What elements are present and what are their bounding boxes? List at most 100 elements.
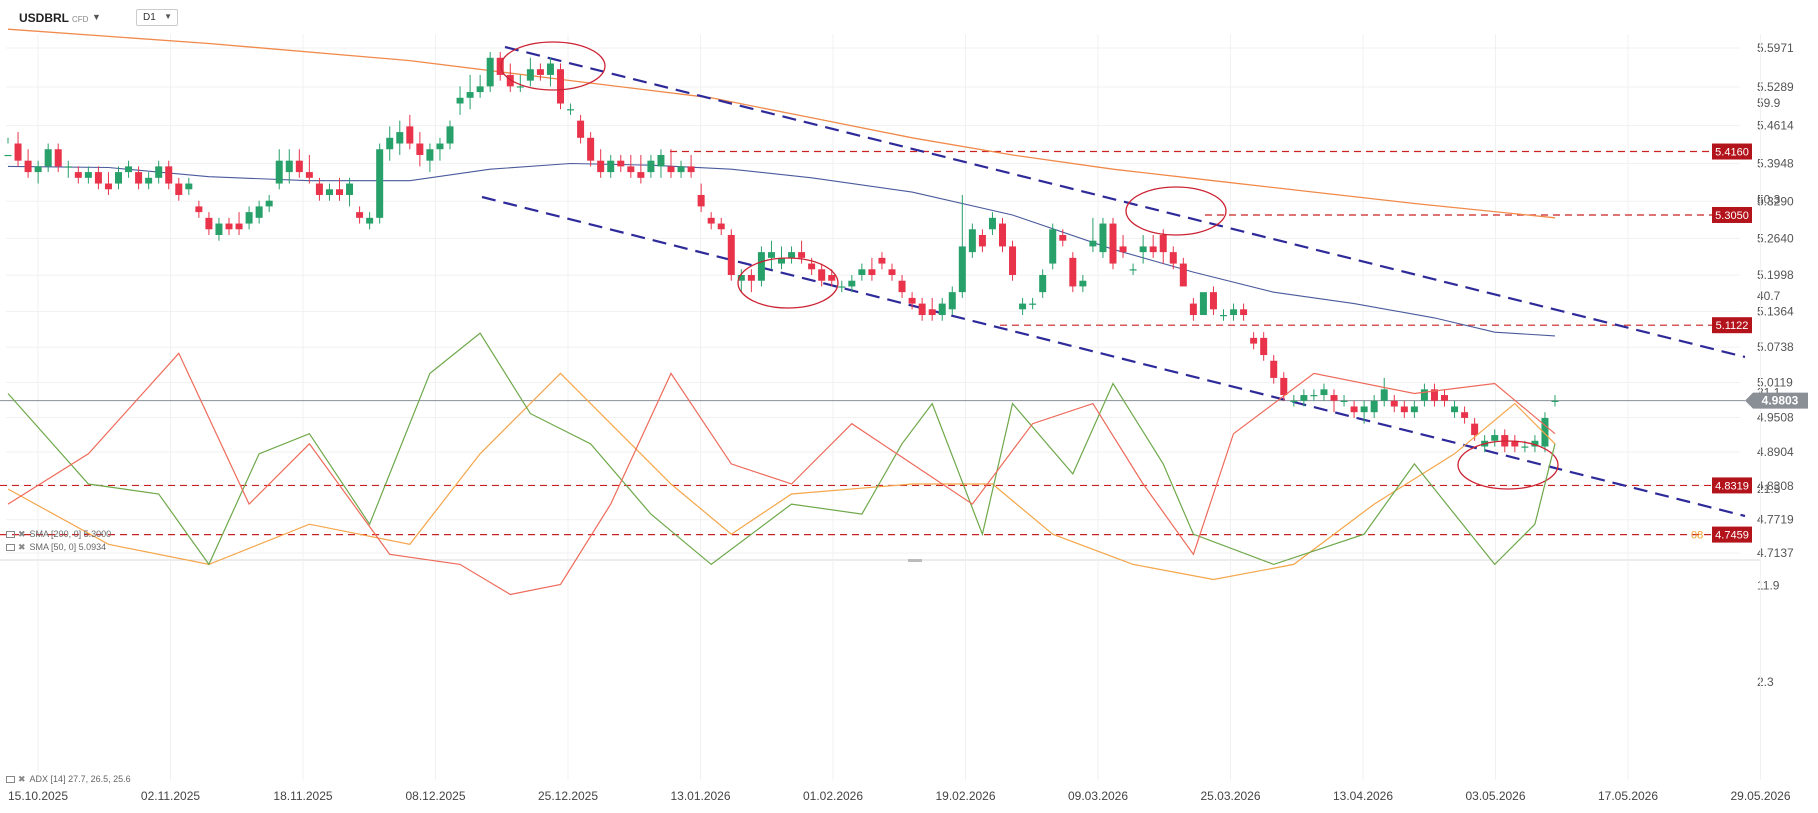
settings-icon[interactable] <box>6 531 15 539</box>
candle <box>798 252 806 258</box>
candle <box>557 69 564 104</box>
candle <box>54 149 62 167</box>
candle <box>1270 360 1278 378</box>
candle <box>1179 263 1187 287</box>
candle <box>74 172 82 178</box>
candle <box>4 154 12 157</box>
candle <box>697 194 705 207</box>
candle <box>1199 292 1207 316</box>
candle <box>1370 400 1378 413</box>
candle <box>24 160 32 173</box>
candle <box>456 97 464 104</box>
candle <box>747 275 755 281</box>
candle <box>195 206 203 213</box>
current-price-label: 4.9803 <box>1762 394 1799 408</box>
candle <box>1280 377 1288 396</box>
candle <box>888 269 896 276</box>
price-tick-label: 5.0119 <box>1757 376 1793 390</box>
annotation-circle <box>1125 186 1227 236</box>
date-tick-label: 25.03.2026 <box>1200 789 1260 803</box>
candle <box>1159 234 1167 253</box>
candle <box>597 160 605 173</box>
settings-icon[interactable] <box>6 776 15 784</box>
candle <box>426 149 434 161</box>
candle <box>637 172 645 178</box>
candle <box>978 234 986 247</box>
candle <box>727 234 735 276</box>
close-icon[interactable]: ✖ <box>18 542 26 552</box>
candle <box>396 132 404 144</box>
date-tick-label: 03.05.2026 <box>1465 789 1525 803</box>
candle <box>235 223 243 230</box>
adx-legend-text: ADX [14] 27.7, 26.5, 25.6 <box>29 774 131 784</box>
candle <box>215 223 223 235</box>
adx-line <box>7 372 1556 581</box>
date-tick-label: 09.03.2026 <box>1068 789 1128 803</box>
candle <box>145 177 153 184</box>
candle <box>356 212 364 218</box>
settings-icon[interactable] <box>6 544 15 552</box>
candle <box>1310 395 1318 397</box>
candle <box>295 160 303 173</box>
price-tick-label: 5.4614 <box>1757 119 1794 133</box>
candle <box>1049 229 1057 264</box>
candle <box>546 63 554 75</box>
candle <box>1511 440 1519 447</box>
timeframe-select[interactable]: D1 ▼ <box>136 9 178 26</box>
candle <box>265 200 273 207</box>
level-tag-label: 4.8319 <box>1715 480 1749 492</box>
adx-legend: ✖ ADX [14] 27.7, 26.5, 25.6 <box>6 774 131 785</box>
candle <box>1250 337 1258 344</box>
candle <box>496 57 504 75</box>
candle <box>788 252 796 258</box>
sma200-legend-text: SMA [200, 0] 5.3000 <box>29 529 112 539</box>
candle <box>818 269 826 281</box>
candle <box>687 166 695 173</box>
price-tick-label: 4.8904 <box>1757 445 1794 459</box>
candle <box>1039 275 1047 293</box>
candle <box>376 149 384 218</box>
candle <box>155 166 163 178</box>
candle <box>466 92 474 98</box>
di-plus-line <box>7 332 1556 566</box>
candle <box>446 126 454 144</box>
indicator-tick-label: 40.7 <box>1757 289 1781 303</box>
candle <box>1079 280 1087 287</box>
level-tag-label: 5.4160 <box>1715 147 1749 159</box>
sma50-legend: ✖ SMA [50, 0] 5.0934 <box>6 542 106 553</box>
candle <box>999 223 1006 247</box>
candle <box>657 154 665 167</box>
pane-resize-handle[interactable] <box>908 559 922 562</box>
price-tick-label: 4.7719 <box>1757 513 1794 527</box>
candle <box>315 183 323 195</box>
candle <box>828 275 836 281</box>
candle <box>858 269 866 276</box>
symbol-dropdown-icon[interactable]: ▼ <box>92 12 101 22</box>
candle <box>1059 234 1067 241</box>
indicator-tick-label: 11.9 <box>1757 579 1780 593</box>
candle <box>647 160 655 173</box>
candle <box>968 229 976 253</box>
level-tag <box>1712 206 1752 223</box>
symbol-selector[interactable]: USDBRL CFD <box>19 11 88 25</box>
candle <box>1290 400 1298 402</box>
candle <box>275 160 283 184</box>
candle <box>1119 246 1127 253</box>
candle <box>1129 269 1137 271</box>
candle <box>516 86 524 88</box>
level-tag <box>1712 143 1752 160</box>
candle <box>1380 389 1388 401</box>
close-icon[interactable]: ✖ <box>18 529 26 539</box>
price-tick-label: 5.1998 <box>1757 268 1794 282</box>
close-icon[interactable]: ✖ <box>18 774 26 784</box>
candle <box>416 143 424 155</box>
candle <box>1531 440 1539 447</box>
candle <box>1420 389 1428 401</box>
candle <box>1260 337 1268 356</box>
candle <box>205 217 213 230</box>
level-tag-prefix: 08 <box>1691 530 1703 542</box>
candle <box>707 217 715 224</box>
candle <box>305 172 313 178</box>
price-tick-label: 5.3290 <box>1757 194 1794 208</box>
